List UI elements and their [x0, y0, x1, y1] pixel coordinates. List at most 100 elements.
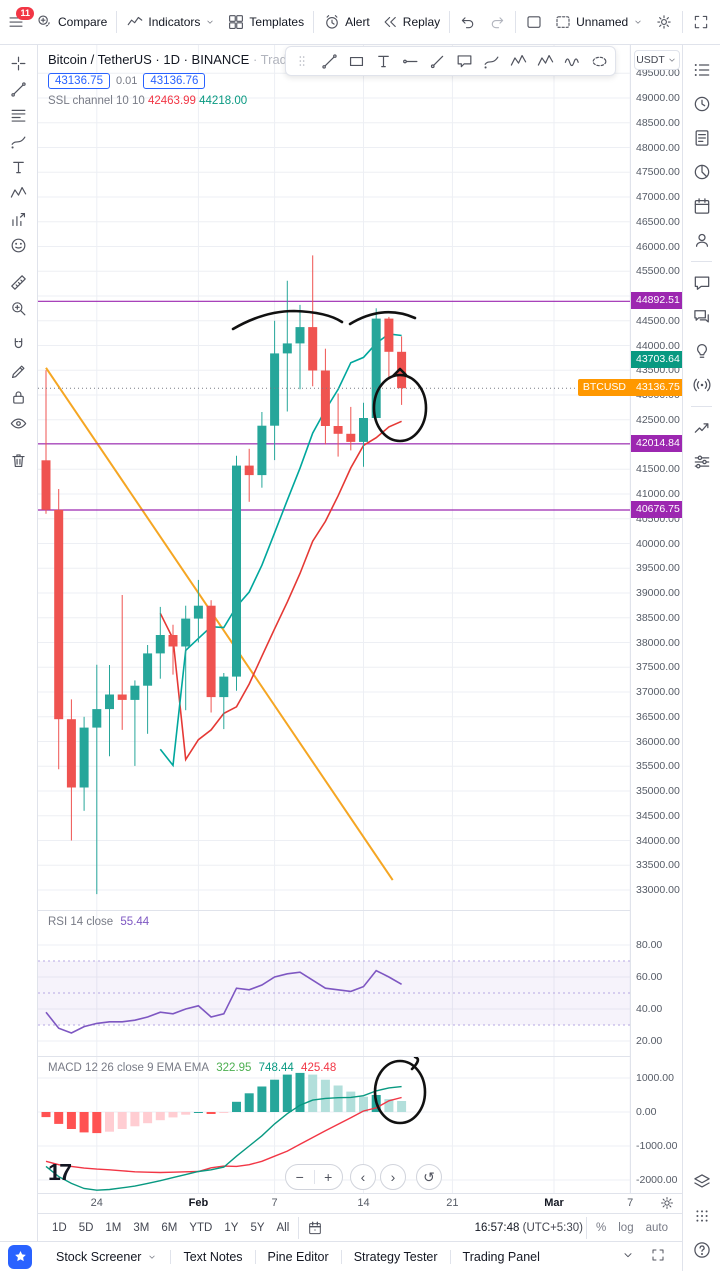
percent-scale-button[interactable]: % — [590, 1219, 612, 1237]
scroll-right-button[interactable]: › — [380, 1164, 406, 1190]
apps-grid-button[interactable] — [683, 1199, 720, 1233]
drawing-mode-button[interactable] — [4, 358, 34, 384]
redo-button[interactable] — [483, 7, 511, 37]
market-overview-button[interactable] — [683, 411, 720, 445]
compare-button[interactable]: Compare — [31, 7, 112, 37]
range-5y-button[interactable]: 5Y — [244, 1219, 270, 1237]
float-pattern-button[interactable] — [505, 48, 531, 74]
range-3m-button[interactable]: 3M — [127, 1219, 155, 1237]
symbol-title[interactable]: Bitcoin / TetherUS · 1D · BINANCE — [48, 52, 250, 67]
callout-icon — [455, 52, 474, 71]
private-chat-button[interactable] — [683, 300, 720, 334]
remove-drawings-button[interactable] — [4, 447, 34, 473]
main-menu-button[interactable]: 11 — [2, 7, 34, 37]
forecast-tool-button[interactable] — [4, 206, 34, 232]
goto-date-button[interactable] — [302, 1213, 328, 1243]
hotlists-button[interactable] — [683, 155, 720, 189]
float-text-button[interactable] — [370, 48, 396, 74]
layout-select-button[interactable] — [520, 7, 548, 37]
range-1y-button[interactable]: 1Y — [218, 1219, 244, 1237]
calendar-button[interactable] — [683, 189, 720, 223]
rsi-pane[interactable] — [38, 911, 630, 1056]
reset-chart-button[interactable]: ↺ — [416, 1164, 442, 1190]
range-1m-button[interactable]: 1M — [99, 1219, 127, 1237]
float-curve-button[interactable] — [559, 48, 585, 74]
tab-text-notes[interactable]: Text Notes — [171, 1246, 254, 1268]
range-ytd-button[interactable]: YTD — [183, 1219, 218, 1237]
ssl-indicator-label[interactable]: SSL channel 10 10 — [48, 95, 145, 107]
text-tool-button[interactable] — [4, 154, 34, 180]
zoom-in-button[interactable]: + — [315, 1165, 343, 1189]
time-axis[interactable]: 24 Feb 7 14 21 Mar 7 — [38, 1193, 682, 1213]
ideas-stream-button[interactable] — [683, 334, 720, 368]
float-ray-button[interactable] — [424, 48, 450, 74]
data-window-button[interactable] — [683, 445, 720, 479]
right-sidebar — [682, 45, 720, 1271]
news-button[interactable] — [683, 121, 720, 155]
favorites-star-button[interactable] — [8, 1244, 32, 1269]
drag-handle[interactable] — [289, 48, 315, 74]
brush-tool-button[interactable] — [4, 128, 34, 154]
log-scale-button[interactable]: log — [612, 1219, 639, 1237]
undo-button[interactable] — [454, 7, 482, 37]
chart-settings-button[interactable] — [650, 7, 678, 37]
float-brush-button[interactable] — [478, 48, 504, 74]
pane-separator[interactable] — [38, 910, 630, 911]
alerts-panel-button[interactable] — [683, 87, 720, 121]
macd-header: MACD 12 26 close 9 EMA EMA 322.95 748.44… — [48, 1062, 340, 1074]
fib-retracement-tool-button[interactable] — [4, 102, 34, 128]
templates-button[interactable]: Templates — [222, 7, 309, 37]
indicators-button[interactable]: Indicators — [121, 7, 221, 37]
tab-stock-screener[interactable]: Stock Screener — [44, 1246, 170, 1268]
float-horizontal-ray-button[interactable] — [397, 48, 423, 74]
price-chart-pane[interactable] — [38, 45, 630, 910]
layout-name-button[interactable]: Unnamed — [549, 7, 649, 37]
server-clock[interactable]: 16:57:48 (UTC+5:30) — [475, 1222, 583, 1234]
hide-drawings-button[interactable] — [4, 410, 34, 436]
replay-button[interactable]: Replay — [376, 7, 445, 37]
range-5d-button[interactable]: 5D — [73, 1219, 100, 1237]
float-callout-button[interactable] — [451, 48, 477, 74]
scroll-left-button[interactable]: ‹ — [350, 1164, 376, 1190]
snapshot-button[interactable] — [716, 7, 720, 37]
public-chat-button[interactable] — [683, 266, 720, 300]
zoom-out-button[interactable]: − — [286, 1165, 314, 1189]
float-elliott-wave-button[interactable] — [532, 48, 558, 74]
ask-price[interactable]: 43136.76 — [143, 73, 206, 89]
rsi-label[interactable]: RSI 14 close — [48, 916, 114, 928]
macd-pane[interactable] — [38, 1057, 630, 1193]
bid-price[interactable]: 43136.75 — [48, 73, 110, 89]
measure-tool-button[interactable] — [4, 269, 34, 295]
auto-scale-button[interactable]: auto — [640, 1219, 674, 1237]
float-rectangle-button[interactable] — [343, 48, 369, 74]
currency-select-button[interactable]: USDT — [634, 50, 680, 70]
tab-strategy-tester[interactable]: Strategy Tester — [342, 1246, 450, 1268]
range-6m-button[interactable]: 6M — [155, 1219, 183, 1237]
collapse-panel-button[interactable] — [620, 1247, 636, 1266]
macd-label[interactable]: MACD 12 26 close 9 EMA EMA — [48, 1062, 210, 1074]
range-1d-button[interactable]: 1D — [46, 1219, 73, 1237]
ideas-button[interactable] — [683, 223, 720, 257]
time-axis-settings-button[interactable] — [658, 1195, 676, 1213]
tab-pine-editor[interactable]: Pine Editor — [256, 1246, 341, 1268]
streams-button[interactable] — [683, 368, 720, 402]
pattern-tool-button[interactable] — [4, 180, 34, 206]
price-axis[interactable]: USDT 33000.00 33500.00 34000.00 34500.00 350… — [577, 45, 682, 1193]
maximize-panel-button[interactable] — [650, 1247, 666, 1266]
crosshair-tool-button[interactable] — [4, 50, 34, 76]
pane-separator[interactable] — [38, 1056, 630, 1057]
range-all-button[interactable]: All — [271, 1219, 296, 1237]
float-trend-line-button[interactable] — [316, 48, 342, 74]
tab-trading-panel[interactable]: Trading Panel — [451, 1246, 552, 1268]
alert-button[interactable]: Alert — [318, 7, 375, 37]
emoji-tool-button[interactable] — [4, 232, 34, 258]
fullscreen-button[interactable] — [687, 7, 715, 37]
lock-drawings-button[interactable] — [4, 384, 34, 410]
watchlist-button[interactable] — [683, 53, 720, 87]
trend-line-tool-button[interactable] — [4, 76, 34, 102]
zoom-in-tool-button[interactable] — [4, 295, 34, 321]
float-ellipse-button[interactable] — [586, 48, 612, 74]
help-button[interactable] — [683, 1233, 720, 1267]
magnet-mode-button[interactable] — [4, 332, 34, 358]
object-tree-button[interactable] — [683, 1165, 720, 1199]
